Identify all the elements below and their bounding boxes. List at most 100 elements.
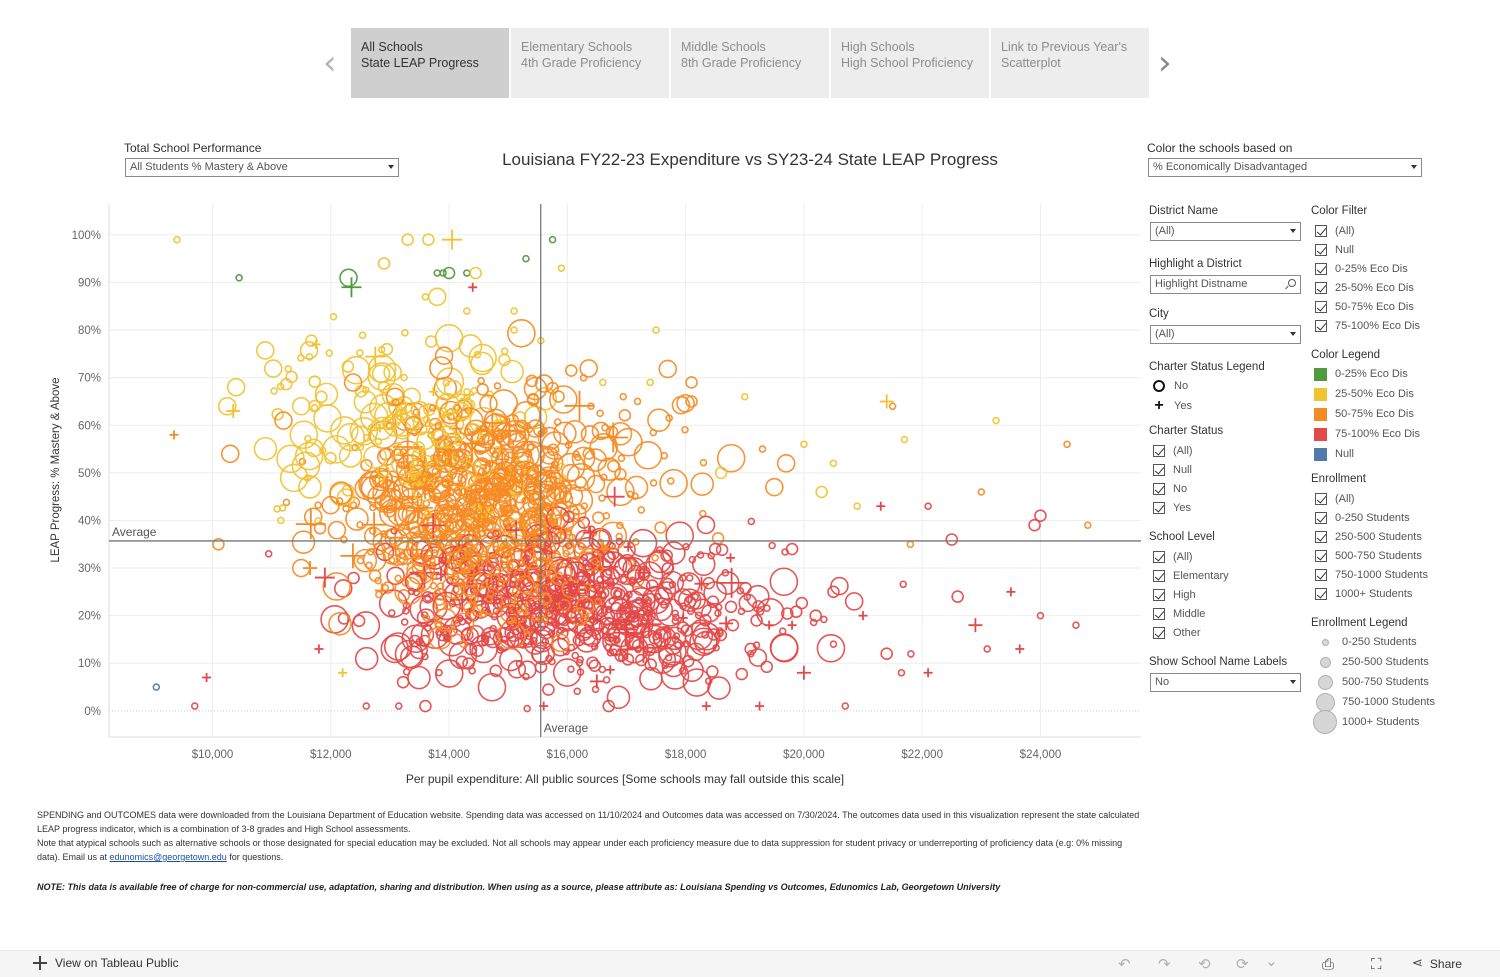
checkbox-checked-icon[interactable] [1315,243,1327,256]
filter-option[interactable]: (All) [1315,489,1428,508]
filter-option[interactable]: 250-500 Students [1315,527,1428,546]
filter-option[interactable]: (All) [1153,547,1229,566]
filter-option[interactable]: 1000+ Students [1315,584,1428,603]
school-mark [401,233,414,246]
checkbox-checked-icon[interactable] [1315,587,1327,600]
filter-option[interactable]: 75-100% Eco Dis [1315,316,1420,335]
checkbox-checked-icon[interactable] [1153,501,1165,514]
school-mark [765,477,784,497]
school-mark [401,505,421,525]
filter-option[interactable]: Null [1315,240,1420,259]
filter-option[interactable]: 500-750 Students [1315,546,1428,565]
checkbox-checked-icon[interactable] [1315,281,1327,294]
school-mark [809,609,823,622]
checkbox-checked-icon[interactable] [1315,492,1327,505]
checkbox-checked-icon[interactable] [1315,224,1327,237]
filter-option[interactable]: 0-250 Students [1315,508,1428,527]
charter-school-mark [605,665,615,675]
filter-option[interactable]: (All) [1315,221,1420,240]
prev-arrow-icon[interactable]: ‹ [323,43,337,83]
filter-option-label: 75-100% Eco Dis [1335,319,1420,332]
undo-icon[interactable]: ↶ [1118,955,1131,973]
view-on-tableau-link[interactable]: View on Tableau Public [33,956,179,970]
checkbox-checked-icon[interactable] [1153,588,1165,601]
checkbox-checked-icon[interactable] [1315,568,1327,581]
school-mark [462,269,471,277]
checkbox-checked-icon[interactable] [1315,319,1327,332]
checkbox-checked-icon[interactable] [1153,550,1165,563]
school-mark [707,628,721,641]
school-mark [467,497,476,505]
fullscreen-icon[interactable]: ⛶ [1371,955,1382,973]
highlight-search-input[interactable]: Highlight Distname [1150,275,1301,294]
school-mark [427,476,452,501]
school-mark [616,521,624,530]
color-swatch [1314,367,1327,381]
school-mark [519,431,527,439]
district-dropdown[interactable]: (All) [1150,222,1301,241]
checkbox-checked-icon[interactable] [1315,549,1327,562]
story-tab[interactable]: High Schools High School Proficiency [831,28,989,98]
filter-option[interactable]: Elementary [1153,566,1229,585]
filter-option[interactable]: 25-50% Eco Dis [1315,278,1420,297]
school-mark [714,609,722,617]
checkbox-checked-icon[interactable] [1153,463,1165,476]
color-by-dropdown[interactable]: % Economically Disadvantaged [1148,158,1422,177]
city-dropdown[interactable]: (All) [1150,325,1301,344]
email-link[interactable]: edunomics@georgetown.edu [109,852,227,862]
school-mark [591,685,600,694]
checkbox-checked-icon[interactable] [1315,511,1327,524]
school-mark [715,543,729,557]
school-mark [508,487,517,496]
labels-toggle-dropdown[interactable]: No [1150,673,1301,692]
filter-option[interactable]: (All) [1153,441,1193,460]
filter-option[interactable]: Yes [1153,498,1193,517]
performance-dropdown[interactable]: All Students % Mastery & Above [125,158,399,177]
school-mark [500,504,508,513]
filter-option[interactable]: 750-1000 Students [1315,565,1428,584]
school-mark [454,438,463,447]
school-mark [500,347,509,355]
school-mark [573,541,587,555]
school-mark [387,547,407,567]
story-tab[interactable]: Middle Schools 8th Grade Proficiency [671,28,829,98]
filter-option[interactable]: Null [1153,460,1193,479]
story-tab[interactable]: Elementary Schools 4th Grade Proficiency [511,28,669,98]
next-arrow-icon[interactable]: › [1158,43,1172,83]
school-mark [507,319,536,348]
school-mark [377,474,386,482]
school-mark [714,628,728,642]
school-mark [703,581,727,605]
redo-icon[interactable]: ↷ [1158,955,1171,973]
pause-icon[interactable]: ⌄ [1265,952,1278,970]
checkbox-checked-icon[interactable] [1153,444,1165,457]
school-mark [422,233,435,246]
school-mark [353,390,378,414]
checkbox-checked-icon[interactable] [1315,300,1327,313]
story-tab-line1: Elementary Schools [521,40,633,54]
school-mark [510,326,518,334]
school-mark [481,432,495,446]
filter-option[interactable]: High [1153,585,1229,604]
filter-option[interactable]: Middle [1153,604,1229,623]
checkbox-checked-icon[interactable] [1315,530,1327,543]
story-tab[interactable]: All Schools State LEAP Progress [351,28,509,98]
school-mark [274,411,293,430]
story-tab[interactable]: Link to Previous Year's Scatterplot [991,28,1149,98]
checkbox-checked-icon[interactable] [1153,482,1165,495]
checkbox-checked-icon[interactable] [1153,607,1165,620]
filter-option[interactable]: No [1153,479,1193,498]
checkbox-checked-icon[interactable] [1153,569,1165,582]
filter-option[interactable]: 0-25% Eco Dis [1315,259,1420,278]
share-button[interactable]: ⋖ Share [1412,956,1462,971]
filter-option[interactable]: Other [1153,623,1229,642]
checkbox-checked-icon[interactable] [1153,626,1165,639]
download-icon[interactable]: ⎙ [1322,955,1335,973]
checkbox-checked-icon[interactable] [1315,262,1327,275]
school-mark [744,642,757,656]
chevron-down-icon [1290,229,1296,233]
filter-option-label: 0-250 Students [1335,511,1410,524]
refresh-icon[interactable]: ⟳ [1236,955,1249,973]
revert-icon[interactable]: ⟲ [1198,955,1211,973]
filter-option[interactable]: 50-75% Eco Dis [1315,297,1420,316]
